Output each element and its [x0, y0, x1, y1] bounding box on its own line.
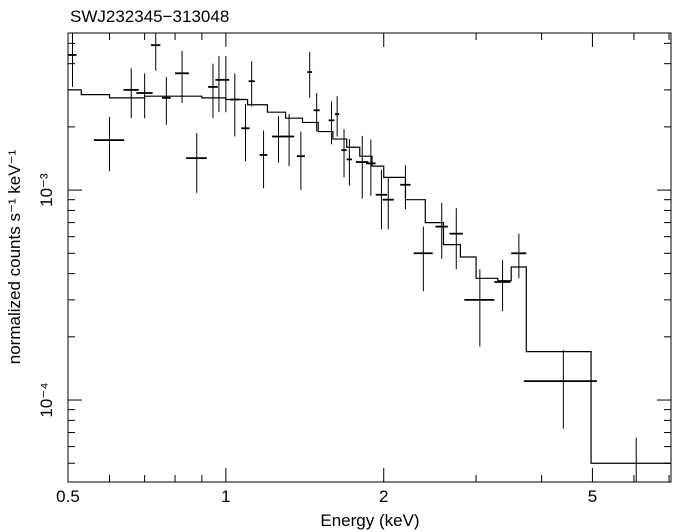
x-tick-label: 5 — [588, 487, 597, 506]
chart-title: SWJ232345−313048 — [70, 7, 229, 26]
x-tick-label: 2 — [379, 487, 388, 506]
model-step-line — [68, 89, 671, 464]
plot-frame — [67, 32, 672, 483]
x-tick-label: 0.5 — [56, 487, 80, 506]
x-axis-label: Energy (keV) — [320, 511, 419, 530]
x-tick-label: 1 — [221, 487, 230, 506]
y-tick-label: 10⁻³ — [37, 173, 56, 207]
plot-area — [68, 33, 671, 482]
y-axis-label: normalized counts s⁻¹ keV⁻¹ — [5, 149, 24, 364]
y-tick-label: 10⁻⁴ — [37, 382, 56, 417]
